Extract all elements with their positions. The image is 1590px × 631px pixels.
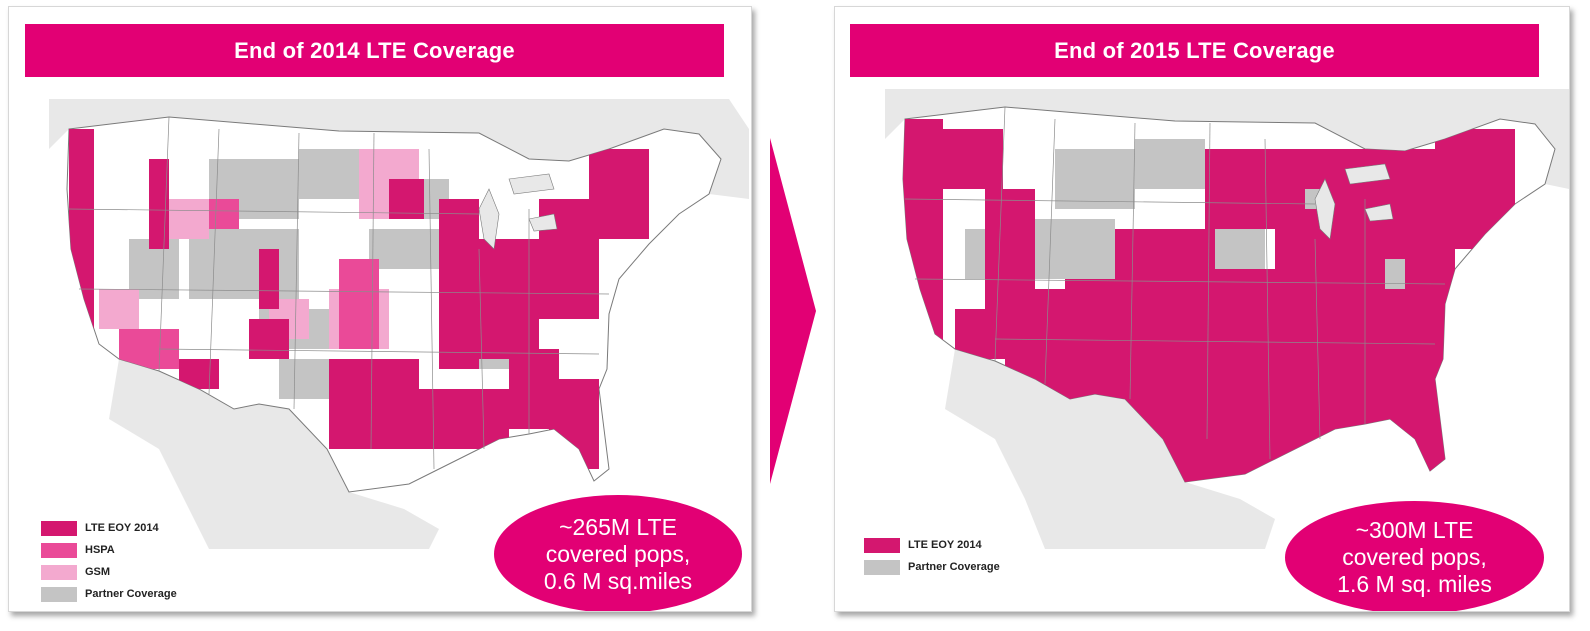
- map-legend: LTE EOY 2014 HSPA GSM Partner Coverage: [41, 517, 177, 605]
- legend-item-lte: LTE EOY 2014: [864, 534, 1000, 556]
- legend-item-gsm: GSM: [41, 561, 177, 583]
- legend-item-lte: LTE EOY 2014: [41, 517, 177, 539]
- legend-item-partner: Partner Coverage: [864, 556, 1000, 578]
- callout-line-1: ~300M LTE: [1355, 517, 1474, 543]
- legend-item-partner: Partner Coverage: [41, 583, 177, 605]
- hspa-swatch: [41, 542, 77, 558]
- map-legend: LTE EOY 2014 Partner Coverage: [864, 534, 1000, 578]
- chevron-right-icon: [770, 138, 816, 484]
- panel-title: End of 2014 LTE Coverage: [25, 24, 724, 77]
- callout-line-3: 1.6 M sq. miles: [1337, 571, 1492, 597]
- callout-line-2: covered pops,: [545, 540, 691, 567]
- callout-line-3: 0.6 M sq.miles: [543, 567, 693, 594]
- lte-swatch: [864, 537, 900, 553]
- callout-line-2: covered pops,: [1342, 544, 1487, 570]
- coverage-panel-2015: End of 2015 LTE Coverage: [834, 6, 1570, 612]
- callout-line-1: ~265M LTE: [559, 513, 677, 540]
- legend-label: HSPA: [85, 544, 115, 556]
- panel-title: End of 2015 LTE Coverage: [850, 24, 1539, 77]
- legend-label: LTE EOY 2014: [908, 539, 982, 551]
- partner-swatch: [41, 586, 77, 602]
- coverage-panel-2014: End of 2014 LTE Coverage: [8, 6, 752, 612]
- lte-swatch: [41, 520, 77, 536]
- us-coverage-map: [9, 89, 751, 549]
- legend-item-hspa: HSPA: [41, 539, 177, 561]
- us-coverage-map: [835, 89, 1569, 549]
- legend-label: Partner Coverage: [908, 561, 1000, 573]
- coverage-callout: ~265M LTE covered pops, 0.6 M sq.miles: [494, 495, 742, 611]
- legend-label: LTE EOY 2014: [85, 522, 159, 534]
- partner-swatch: [864, 559, 900, 575]
- legend-label: GSM: [85, 566, 111, 578]
- gsm-swatch: [41, 564, 77, 580]
- legend-label: Partner Coverage: [85, 588, 177, 600]
- coverage-callout: ~300M LTE covered pops, 1.6 M sq. miles: [1285, 501, 1544, 611]
